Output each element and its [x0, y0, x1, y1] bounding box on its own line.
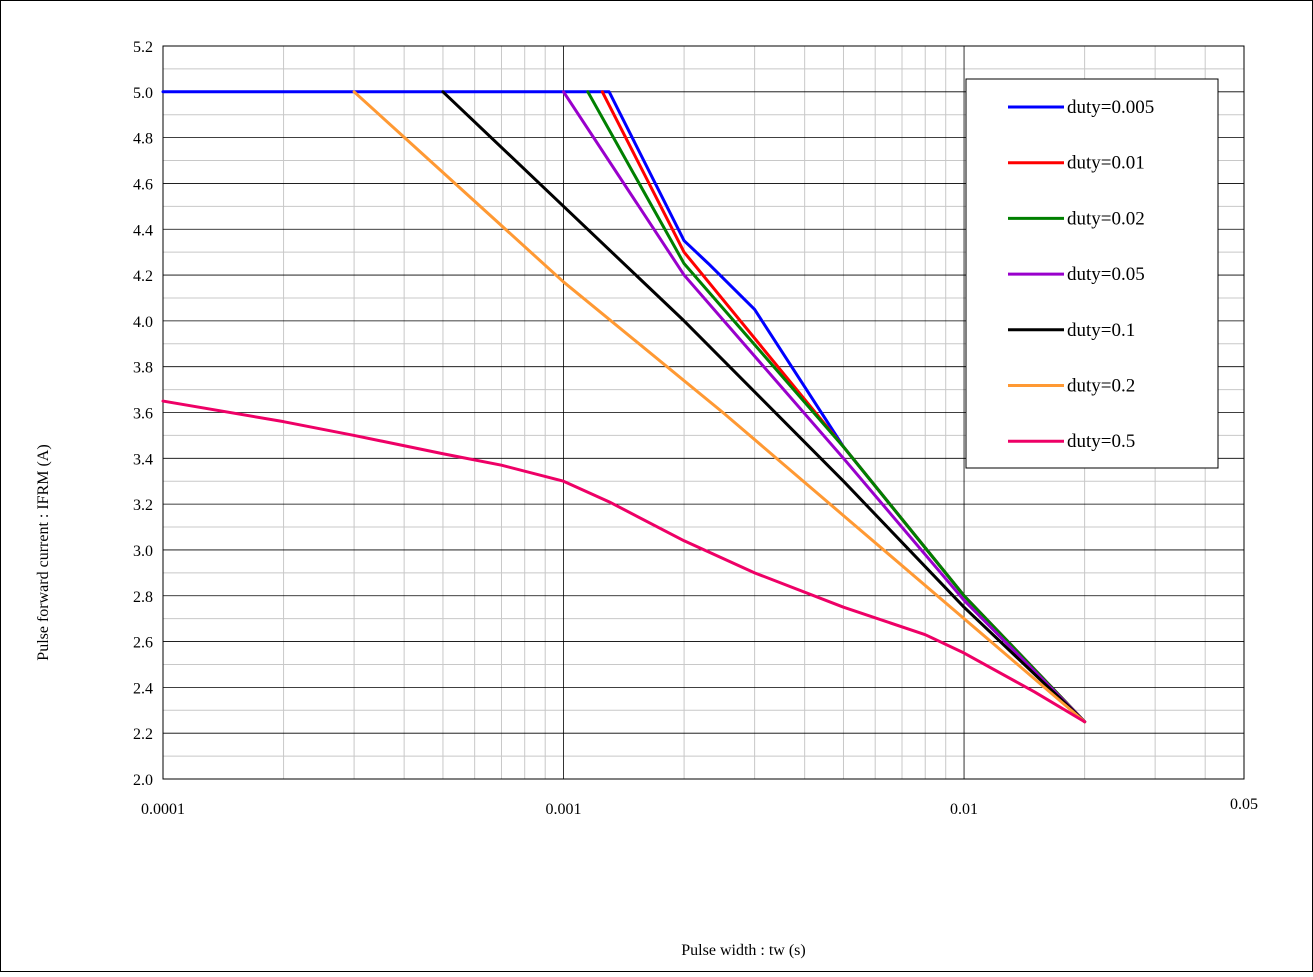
legend-label: duty=0.1 — [1067, 320, 1135, 341]
legend-label: duty=0.01 — [1067, 153, 1145, 174]
series-lines — [161, 90, 1087, 724]
legend-label: duty=0.05 — [1067, 264, 1145, 285]
y-tick-label: 4.0 — [133, 314, 153, 331]
x-tick-label: 0.05 — [1230, 796, 1258, 813]
plot-area-border — [162, 45, 1245, 780]
x-tick-labels: 0.0001 0.001 0.01 0.05 — [141, 796, 1258, 818]
y-tick-label: 4.8 — [133, 131, 153, 148]
legend-label: duty=0.2 — [1067, 376, 1135, 397]
legend-label: duty=0.02 — [1067, 208, 1145, 229]
legend-label: duty=0.005 — [1067, 97, 1154, 118]
y-tick-label: 4.6 — [133, 176, 153, 193]
y-tick-label: 3.6 — [133, 406, 153, 423]
series-line-duty-0-05 — [562, 90, 1087, 724]
y-axis-label: Pulse forward current : IFRM (A) — [35, 444, 52, 660]
y-tick-label: 3.4 — [133, 451, 153, 468]
y-tick-label: 2.8 — [133, 589, 153, 606]
series-line-duty-0-5 — [161, 399, 1087, 724]
y-tick-label: 3.8 — [133, 360, 153, 377]
y-tick-labels: 2.0 2.2 2.4 2.6 2.8 3.0 3.2 3.4 3.6 3.8 4.0 4.2 4.4 4… — [133, 39, 153, 789]
x-axis-label: Pulse width : tw (s) — [681, 942, 805, 959]
y-tick-label: 5.2 — [133, 39, 153, 56]
legend: duty=0.005 duty=0.01 duty=0.02 duty=0.05 dut… — [965, 78, 1219, 469]
y-tick-label: 5.0 — [133, 85, 153, 102]
y-tick-label: 4.2 — [133, 268, 153, 285]
series-line-duty-0-02 — [586, 90, 1087, 724]
legend-label: duty=0.5 — [1067, 431, 1135, 452]
x-tick-label: 0.01 — [950, 801, 978, 818]
series-line-duty-0-1 — [441, 90, 1087, 724]
y-tick-label: 3.2 — [133, 497, 153, 514]
y-tick-label: 2.6 — [133, 635, 153, 652]
y-tick-label: 2.0 — [133, 772, 153, 789]
x-tick-label: 0.001 — [546, 801, 582, 818]
y-tick-label: 3.0 — [133, 543, 153, 560]
y-tick-label: 4.4 — [133, 222, 153, 239]
y-tick-label: 2.2 — [133, 726, 153, 743]
series-line-duty-0-2 — [352, 90, 1087, 724]
y-tick-label: 2.4 — [133, 680, 153, 697]
x-tick-label: 0.0001 — [141, 801, 185, 818]
